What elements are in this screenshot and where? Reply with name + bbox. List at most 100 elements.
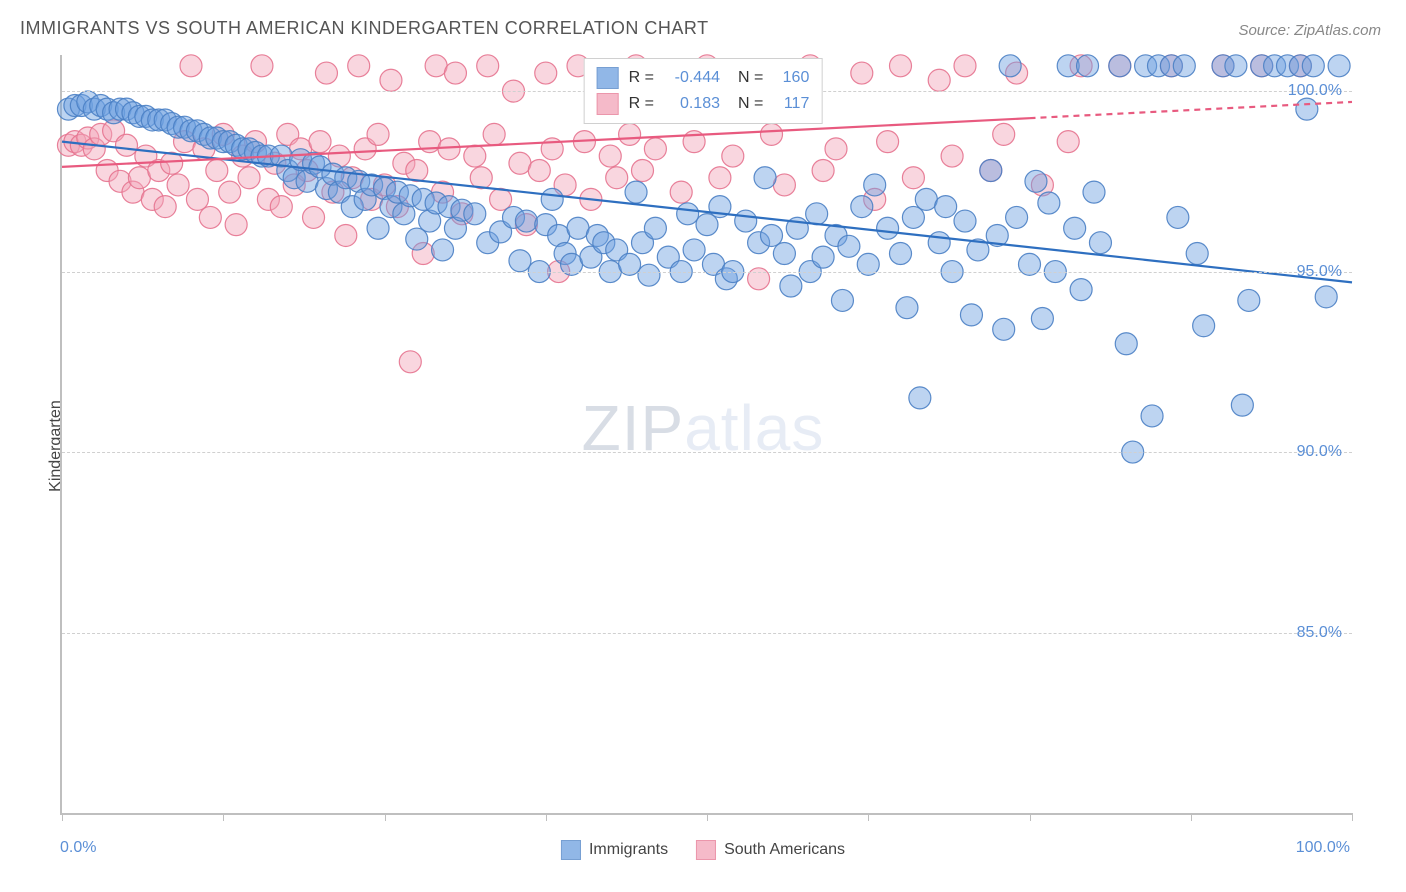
data-point xyxy=(477,55,499,77)
data-point xyxy=(644,217,666,239)
data-point xyxy=(954,210,976,232)
data-point xyxy=(315,62,337,84)
data-point xyxy=(1083,181,1105,203)
legend-series: Immigrants South Americans xyxy=(561,840,845,860)
data-point xyxy=(206,160,228,182)
data-point xyxy=(464,145,486,167)
data-point xyxy=(864,174,886,196)
data-point xyxy=(509,152,531,174)
data-point xyxy=(1057,55,1079,77)
legend-label-immigrants: Immigrants xyxy=(589,841,668,859)
data-point xyxy=(638,264,660,286)
data-point xyxy=(167,174,189,196)
data-point xyxy=(335,224,357,246)
data-point xyxy=(812,246,834,268)
data-point xyxy=(219,181,241,203)
data-point xyxy=(812,160,834,182)
data-point xyxy=(677,203,699,225)
data-point xyxy=(380,69,402,91)
data-point xyxy=(599,145,621,167)
data-point xyxy=(1115,333,1137,355)
data-point xyxy=(909,387,931,409)
data-point xyxy=(1031,307,1053,329)
x-tick-mark xyxy=(707,813,708,821)
data-point xyxy=(722,145,744,167)
data-point xyxy=(851,196,873,218)
data-point xyxy=(980,160,1002,182)
data-point xyxy=(896,297,918,319)
data-point xyxy=(1173,55,1195,77)
data-point xyxy=(309,131,331,153)
data-point xyxy=(1315,286,1337,308)
x-tick-mark xyxy=(868,813,869,821)
x-tick-mark xyxy=(1352,813,1353,821)
data-point xyxy=(941,145,963,167)
data-point xyxy=(238,167,260,189)
data-point xyxy=(367,123,389,145)
r-label: R = xyxy=(629,95,654,113)
data-point xyxy=(1296,98,1318,120)
data-point xyxy=(1328,55,1350,77)
chart-title: IMMIGRANTS VS SOUTH AMERICAN KINDERGARTE… xyxy=(20,18,709,39)
y-tick-label: 90.0% xyxy=(1297,443,1342,461)
data-point xyxy=(773,243,795,265)
data-point xyxy=(509,250,531,272)
data-point xyxy=(683,239,705,261)
data-point xyxy=(1238,289,1260,311)
data-point xyxy=(515,210,537,232)
n-value-immigrants: 160 xyxy=(773,69,809,87)
data-point xyxy=(670,181,692,203)
data-point xyxy=(838,235,860,257)
gridline xyxy=(62,272,1352,273)
data-point xyxy=(877,131,899,153)
data-point xyxy=(890,55,912,77)
legend-stats-row: R = -0.444 N = 160 xyxy=(597,65,810,91)
data-point xyxy=(161,152,183,174)
data-point xyxy=(464,203,486,225)
data-point xyxy=(1070,279,1092,301)
x-tick-mark xyxy=(62,813,63,821)
data-point xyxy=(709,167,731,189)
data-point xyxy=(644,138,666,160)
data-point xyxy=(425,55,447,77)
r-label: R = xyxy=(629,69,654,87)
data-point xyxy=(761,123,783,145)
data-point xyxy=(993,123,1015,145)
data-point xyxy=(754,167,776,189)
legend-swatch-south-americans xyxy=(597,93,619,115)
data-point xyxy=(1089,232,1111,254)
data-point xyxy=(1167,206,1189,228)
data-point xyxy=(541,188,563,210)
x-axis-label-min: 0.0% xyxy=(60,839,96,857)
data-point xyxy=(128,167,150,189)
data-point xyxy=(1064,217,1086,239)
data-point xyxy=(444,62,466,84)
data-point xyxy=(625,181,647,203)
data-point xyxy=(470,167,492,189)
data-point xyxy=(825,138,847,160)
x-tick-mark xyxy=(546,813,547,821)
scatter-svg xyxy=(62,55,1352,813)
data-point xyxy=(367,217,389,239)
source-label: Source: ZipAtlas.com xyxy=(1238,22,1381,39)
data-point xyxy=(1025,170,1047,192)
data-point xyxy=(999,55,1021,77)
data-point xyxy=(877,217,899,239)
data-point xyxy=(528,160,550,182)
legend-label-south-americans: South Americans xyxy=(724,841,845,859)
data-point xyxy=(902,167,924,189)
n-label: N = xyxy=(738,95,763,113)
data-point xyxy=(483,123,505,145)
data-point xyxy=(915,188,937,210)
data-point xyxy=(632,160,654,182)
data-point xyxy=(1225,55,1247,77)
legend-swatch-south-americans xyxy=(696,840,716,860)
data-point xyxy=(348,55,370,77)
data-point xyxy=(735,210,757,232)
data-point xyxy=(1231,394,1253,416)
data-point xyxy=(225,214,247,236)
data-point xyxy=(928,232,950,254)
legend-swatch-immigrants xyxy=(561,840,581,860)
data-point xyxy=(935,196,957,218)
n-value-south-americans: 117 xyxy=(773,95,809,113)
